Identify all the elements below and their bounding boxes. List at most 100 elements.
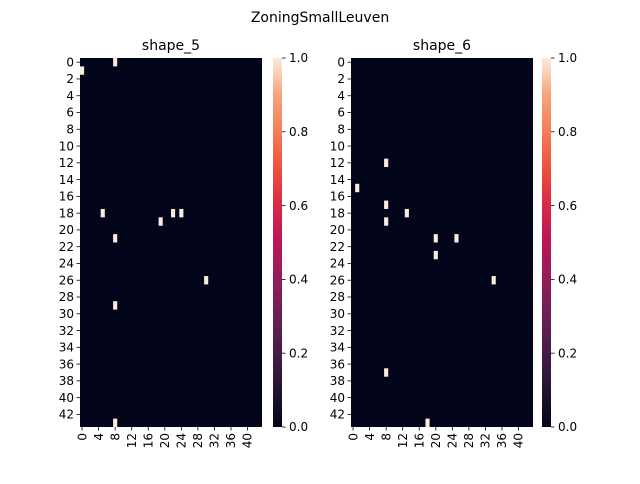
row-tick-label: 28	[59, 290, 74, 304]
heatmap-cell	[384, 217, 389, 226]
row-tick-label: 6	[337, 106, 345, 120]
row-tick-label: 38	[330, 374, 345, 388]
col-tick-label: 8	[108, 433, 122, 441]
row-tick-label: 26	[330, 273, 345, 287]
heatmap-cell	[171, 208, 176, 218]
col-tick-label: 0	[75, 433, 89, 441]
heatmap-cell	[113, 418, 118, 427]
row-tick-label: 8	[337, 122, 345, 136]
row-tick-label: 16	[59, 190, 74, 204]
row-tick-label: 42	[330, 408, 345, 422]
colorbar-tick-label: 0.6	[289, 199, 308, 213]
panel-title: shape_5	[142, 38, 200, 54]
heatmap-cell	[454, 234, 459, 243]
colorbar-tick-label: 1.0	[558, 51, 577, 65]
row-tick-label: 4	[337, 89, 345, 103]
heatmap-cell	[404, 208, 409, 218]
row-tick-label: 8	[66, 122, 74, 136]
heatmap-cell	[384, 158, 389, 168]
row-tick-label: 40	[330, 391, 345, 405]
colorbar-tick-label: 0.4	[558, 273, 577, 287]
heatmap-cell	[384, 200, 389, 209]
heatmap-cell	[491, 276, 496, 285]
row-tick-label: 34	[59, 341, 74, 355]
row-tick-label: 6	[66, 106, 74, 120]
row-tick-label: 18	[330, 206, 345, 220]
row-tick-label: 32	[59, 324, 74, 338]
col-tick-label: 0	[346, 433, 360, 441]
row-tick-label: 22	[59, 240, 74, 254]
heatmap-cell	[433, 234, 438, 243]
colorbar-tick-label: 0.4	[289, 273, 308, 287]
row-tick-label: 28	[330, 290, 345, 304]
row-tick-label: 38	[59, 374, 74, 388]
row-tick-label: 12	[330, 156, 345, 170]
heatmap-cell	[158, 217, 163, 226]
row-tick-label: 12	[59, 156, 74, 170]
row-tick-label: 30	[59, 307, 74, 321]
heatmap-panel-2: shape_6024681012141618202224262830323436…	[330, 38, 577, 448]
col-tick-label: 28	[191, 433, 205, 448]
row-tick-label: 34	[330, 341, 345, 355]
col-tick-label: 28	[462, 433, 476, 448]
col-tick-label: 36	[224, 433, 238, 448]
col-tick-label: 36	[495, 433, 509, 448]
heatmap-background	[80, 58, 262, 427]
colorbar-tick-label: 0.2	[289, 346, 308, 360]
colorbar-tick-label: 1.0	[289, 51, 308, 65]
row-tick-label: 0	[66, 55, 74, 69]
col-tick-label: 24	[175, 433, 189, 448]
colorbar	[542, 58, 551, 427]
row-tick-label: 16	[330, 190, 345, 204]
col-tick-label: 24	[446, 433, 460, 448]
heatmap-panel-1: shape_5024681012141618202224262830323436…	[59, 38, 308, 448]
colorbar	[273, 58, 282, 427]
row-tick-label: 18	[59, 206, 74, 220]
heatmap-cell	[179, 208, 184, 218]
row-tick-label: 20	[330, 223, 345, 237]
heatmap-cell	[425, 418, 430, 427]
row-tick-label: 14	[330, 173, 345, 187]
row-tick-label: 40	[59, 391, 74, 405]
heatmap-cell	[113, 58, 118, 67]
col-tick-label: 40	[241, 433, 255, 448]
row-tick-label: 32	[330, 324, 345, 338]
col-tick-label: 40	[512, 433, 526, 448]
figure-title: ZoningSmallLeuven	[251, 10, 389, 26]
heatmap-cell	[113, 234, 118, 243]
row-tick-label: 0	[337, 55, 345, 69]
heatmap-background	[351, 58, 533, 427]
col-tick-label: 12	[396, 433, 410, 448]
heatmap-cell	[355, 183, 360, 193]
row-tick-label: 36	[59, 357, 74, 371]
colorbar-tick-label: 0.6	[558, 199, 577, 213]
panel-title: shape_6	[413, 38, 471, 54]
col-tick-label: 16	[141, 433, 155, 448]
heatmap-cell	[100, 208, 105, 218]
row-tick-label: 36	[330, 357, 345, 371]
heatmap-cell	[384, 368, 389, 377]
row-tick-label: 42	[59, 408, 74, 422]
row-tick-label: 10	[59, 139, 74, 153]
row-tick-label: 2	[337, 72, 345, 86]
colorbar-tick-label: 0.2	[558, 346, 577, 360]
colorbar-tick-label: 0.8	[558, 125, 577, 139]
heatmap-cell	[204, 276, 209, 285]
colorbar-tick-label: 0.0	[289, 420, 308, 434]
heatmap-cell	[433, 250, 438, 260]
colorbar-tick-label: 0.8	[289, 125, 308, 139]
col-tick-label: 16	[412, 433, 426, 448]
col-tick-label: 20	[158, 433, 172, 448]
col-tick-label: 4	[363, 433, 377, 441]
row-tick-label: 24	[330, 257, 345, 271]
row-tick-label: 30	[330, 307, 345, 321]
col-tick-label: 32	[208, 433, 222, 448]
row-tick-label: 4	[66, 89, 74, 103]
col-tick-label: 32	[479, 433, 493, 448]
row-tick-label: 10	[330, 139, 345, 153]
heatmap-cell	[80, 66, 85, 75]
row-tick-label: 22	[330, 240, 345, 254]
col-tick-label: 12	[125, 433, 139, 448]
col-tick-label: 20	[429, 433, 443, 448]
